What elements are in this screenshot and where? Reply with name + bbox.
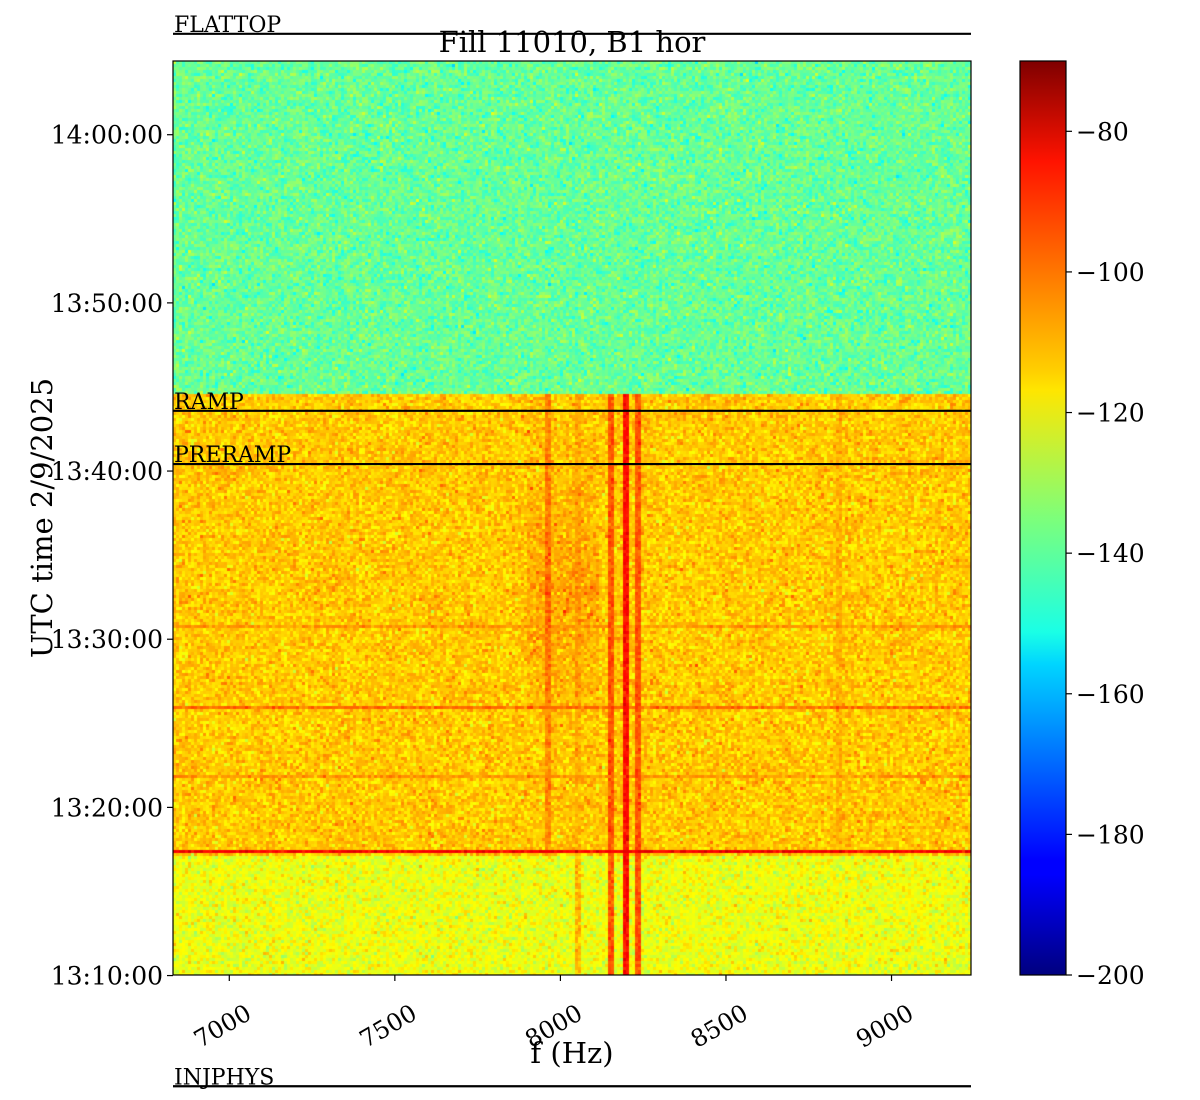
spectrogram-heatmap [173,61,971,975]
plot-frame [172,60,972,976]
x-tick-label: 7000 [189,999,256,1054]
x-axis-label: f (Hz) [530,1036,613,1070]
colorbar-tick-label: −200 [1076,961,1145,990]
y-tick-label: 13:50:00 [51,289,163,318]
colorbar-frame [1019,60,1067,976]
phase-marker-label: INJPHYS [174,1065,274,1090]
colorbar-ticks: −200 −180 −160 −140 −120 −100 −80 [1066,117,1145,990]
colorbar-tick-label: −160 [1076,680,1145,709]
colorbar-gradient [1020,61,1066,975]
x-tick-label: 9000 [851,999,918,1054]
colorbar-tick-label: −80 [1076,117,1129,146]
phase-marker-label: PRERAMP [174,443,291,468]
colorbar-tick-label: −180 [1076,820,1145,849]
y-tick-label: 13:40:00 [51,457,163,486]
y-tick-label: 13:10:00 [51,962,163,991]
x-tick-label: 8500 [686,999,753,1054]
chart-title: Fill 11010, B1 hor [439,25,706,59]
y-tick-label: 14:00:00 [51,121,163,150]
y-axis: 13:10:00 13:20:00 13:30:00 13:40:00 13:50:00… [51,121,173,991]
colorbar-tick-label: −140 [1076,539,1145,568]
colorbar-tick-label: −100 [1076,258,1145,287]
y-axis-label: UTC time 2/9/2025 [25,378,59,658]
colorbar: −200 −180 −160 −140 −120 −100 −80 [1019,60,1145,990]
phase-markers: FLATTOP RAMP PRERAMP INJPHYS [173,13,971,1090]
plot-area: FLATTOP RAMP PRERAMP INJPHYS [172,13,972,1090]
y-tick-label: 13:30:00 [51,625,163,654]
colorbar-tick-label: −120 [1076,399,1145,428]
y-tick-label: 13:20:00 [51,793,163,822]
x-tick-label: 7500 [355,999,422,1054]
phase-marker-label: RAMP [174,390,244,415]
phase-marker-label: FLATTOP [174,13,281,38]
